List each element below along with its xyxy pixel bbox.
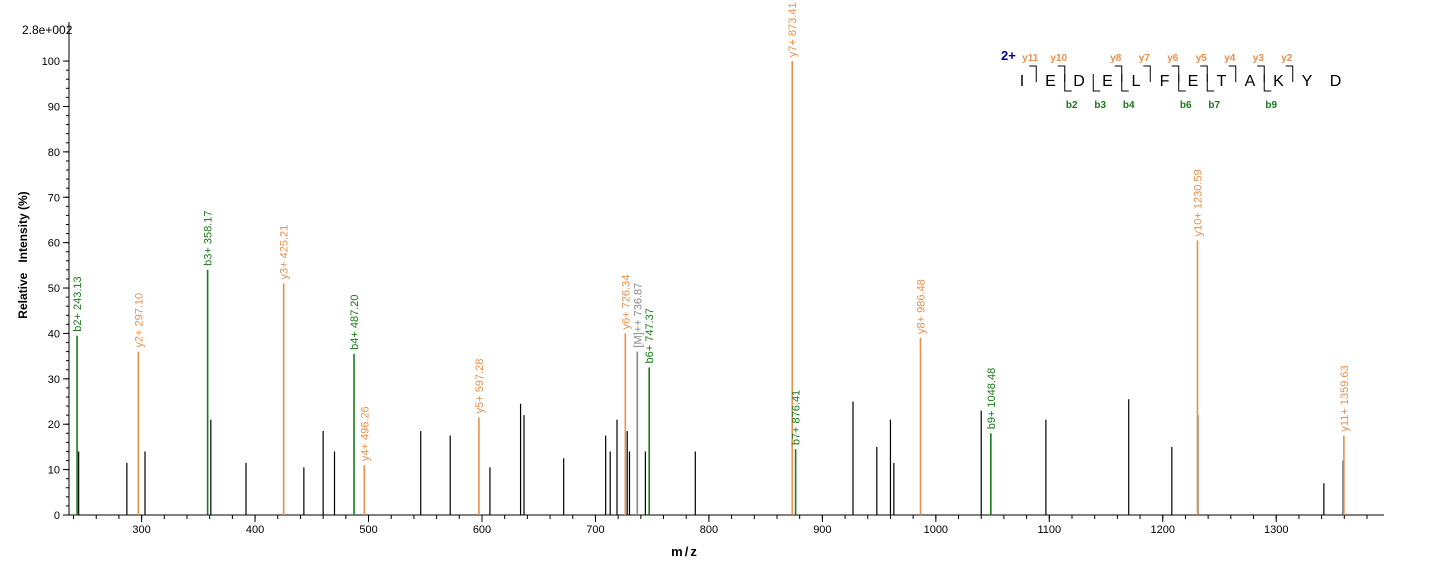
sequence-residue: L: [1132, 73, 1141, 90]
y-tick-label: 0: [54, 510, 60, 522]
y-tick-label: 40: [48, 328, 60, 340]
y-ion-peak-label: y3+ 425.21: [279, 225, 291, 280]
y-ion-label: y11: [1022, 53, 1039, 64]
y-ion-label: y6: [1167, 53, 1179, 64]
y-ion-cleavage-mark: [1200, 65, 1208, 82]
y-tick-label: 90: [48, 101, 60, 113]
y-ion-label: y2: [1281, 53, 1293, 64]
b-ion-peak-label: b4+ 487.20: [349, 294, 361, 349]
y-tick-label: 80: [48, 147, 60, 159]
y-ion-label: y7: [1139, 53, 1151, 64]
sequence-residue: E: [1102, 73, 1113, 90]
precursor-ion-peak-label: [M]++ 736.87: [632, 283, 644, 348]
y-tick-label: 30: [48, 374, 60, 386]
x-tick-label: 700: [586, 524, 604, 536]
x-tick-label: 600: [473, 524, 491, 536]
b-ion-peak-label: b2+ 243.13: [72, 276, 84, 331]
b-ion-cleavage-mark: [1206, 74, 1215, 92]
y-ion-peak-label: y10+ 1230.59: [1192, 169, 1204, 236]
y-ion-peak-label: y4+ 496.26: [359, 406, 371, 461]
x-tick-label: 1300: [1264, 524, 1288, 536]
y-tick-label: 70: [48, 192, 60, 204]
y-ion-cleavage-mark: [1143, 65, 1151, 82]
y-ion-peak-label: y5+ 597.28: [474, 359, 486, 414]
y-ion-peak-label: y6+ 726.34: [620, 275, 632, 330]
x-tick-label: 500: [359, 524, 377, 536]
b-ion-cleavage-mark: [1092, 74, 1101, 92]
sequence-residue: F: [1160, 73, 1170, 90]
peak-labels: b2+ 243.13 y2+ 297.10 b3+ 358.17 y3+ 425.21…: [72, 2, 1351, 461]
y-tick-label: 20: [48, 419, 60, 431]
sequence-residue: E: [1188, 73, 1199, 90]
spectrum-peaks: [76, 61, 1345, 515]
sequence-residue: Y: [1302, 73, 1313, 90]
y-tick-label: 100: [42, 56, 60, 68]
y-ion-label: y5: [1196, 53, 1208, 64]
sequence-residue: A: [1245, 73, 1256, 90]
y-axis-label: Relative Intensity (%): [16, 191, 30, 318]
intensity-scale-label: 2.8e+002: [22, 23, 73, 37]
x-tick-label: 800: [700, 524, 718, 536]
b-ion-peak-label: b6+ 747.37: [644, 308, 656, 363]
y-ion-peak-label: y2+ 297.10: [133, 293, 145, 348]
y-ion-cleavage-mark: [1257, 65, 1265, 82]
x-tick-label: 900: [813, 524, 831, 536]
b-ion-peak-label: b7+ 876.41: [791, 390, 803, 445]
b-ion-peak-label: b9+ 1048.48: [986, 368, 998, 429]
sequence-residue: D: [1073, 73, 1085, 90]
b-ion-label: b6: [1180, 100, 1192, 111]
b-ion-peak-label: b3+ 358.17: [203, 211, 215, 266]
y-ion-cleavage-mark: [1285, 65, 1294, 82]
y-ion-cleavage-mark: [1228, 65, 1237, 82]
y-ion-label: y4: [1224, 53, 1236, 64]
x-tick-label: 1000: [924, 524, 948, 536]
b-ion-label: b2: [1066, 100, 1078, 111]
y-ion-label: y8: [1110, 53, 1122, 64]
y-ion-cleavage-mark: [1057, 65, 1066, 82]
b-ion-label: b7: [1208, 100, 1220, 111]
y-tick-label: 10: [48, 465, 60, 477]
y-tick-label: 50: [48, 283, 60, 295]
b-ion-cleavage-mark: [1178, 74, 1186, 92]
b-ion-label: b9: [1265, 100, 1277, 111]
sequence-residue: I: [1020, 73, 1024, 90]
y-ion-peak-label: y8+ 986.48: [915, 279, 927, 334]
sequence-residue: E: [1045, 73, 1056, 90]
b-ion-cleavage-mark: [1064, 74, 1072, 92]
b-ion-label: b4: [1123, 100, 1135, 111]
y-ion-peak-label: y7+ 873.41: [787, 2, 799, 57]
charge-state-label: 2+: [1001, 48, 1016, 63]
y-ion-label: y3: [1253, 53, 1265, 64]
y-ion-cleavage-mark: [1171, 65, 1180, 82]
b-ion-cleavage-mark: [1121, 74, 1129, 92]
sequence-residue: D: [1330, 73, 1342, 90]
chart-axes: 300 400 500 600 700 800 900 1000 1100 1200 1300 0 10…: [42, 22, 1384, 536]
b-ion-label: b3: [1094, 100, 1106, 111]
x-tick-label: 1200: [1151, 524, 1175, 536]
y-ion-cleavage-mark: [1029, 65, 1037, 82]
b-ion-cleavage-mark: [1263, 74, 1272, 92]
x-axis-label: m/z: [671, 544, 699, 559]
x-tick-label: 300: [132, 524, 150, 536]
x-tick-label: 1100: [1037, 524, 1061, 536]
y-ion-peak-label: y11+ 1359.63: [1339, 365, 1351, 431]
y-ion-label: y10: [1050, 53, 1067, 64]
sequence-residue: T: [1217, 73, 1227, 90]
sequence-residue: K: [1273, 73, 1284, 90]
x-tick-label: 400: [246, 524, 264, 536]
y-ion-cleavage-mark: [1114, 65, 1123, 82]
y-tick-label: 60: [48, 238, 60, 250]
